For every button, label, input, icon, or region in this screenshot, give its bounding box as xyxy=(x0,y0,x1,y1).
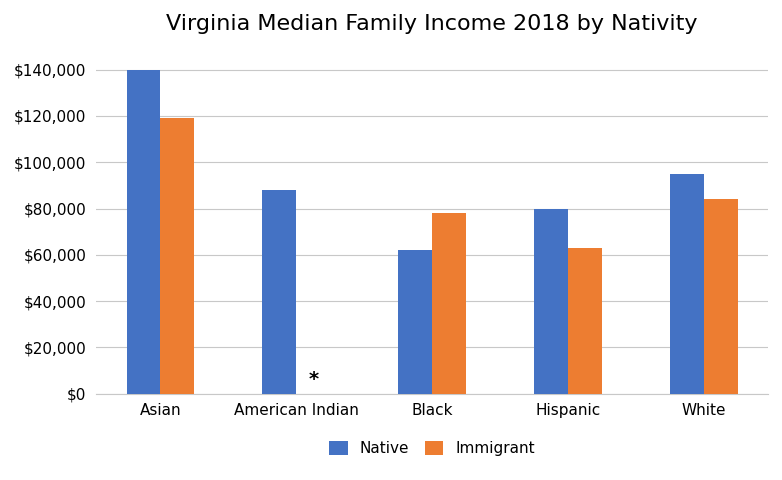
Bar xyxy=(262,190,296,394)
Bar xyxy=(127,70,160,394)
Bar xyxy=(160,118,195,394)
Bar xyxy=(432,213,466,394)
Bar xyxy=(398,250,432,394)
Legend: Native, Immigrant: Native, Immigrant xyxy=(323,435,541,462)
Bar xyxy=(704,199,737,394)
Bar xyxy=(568,248,602,394)
Bar xyxy=(669,174,704,394)
Title: Virginia Median Family Income 2018 by Nativity: Virginia Median Family Income 2018 by Na… xyxy=(167,14,698,34)
Bar xyxy=(534,208,568,394)
Text: *: * xyxy=(308,370,318,389)
